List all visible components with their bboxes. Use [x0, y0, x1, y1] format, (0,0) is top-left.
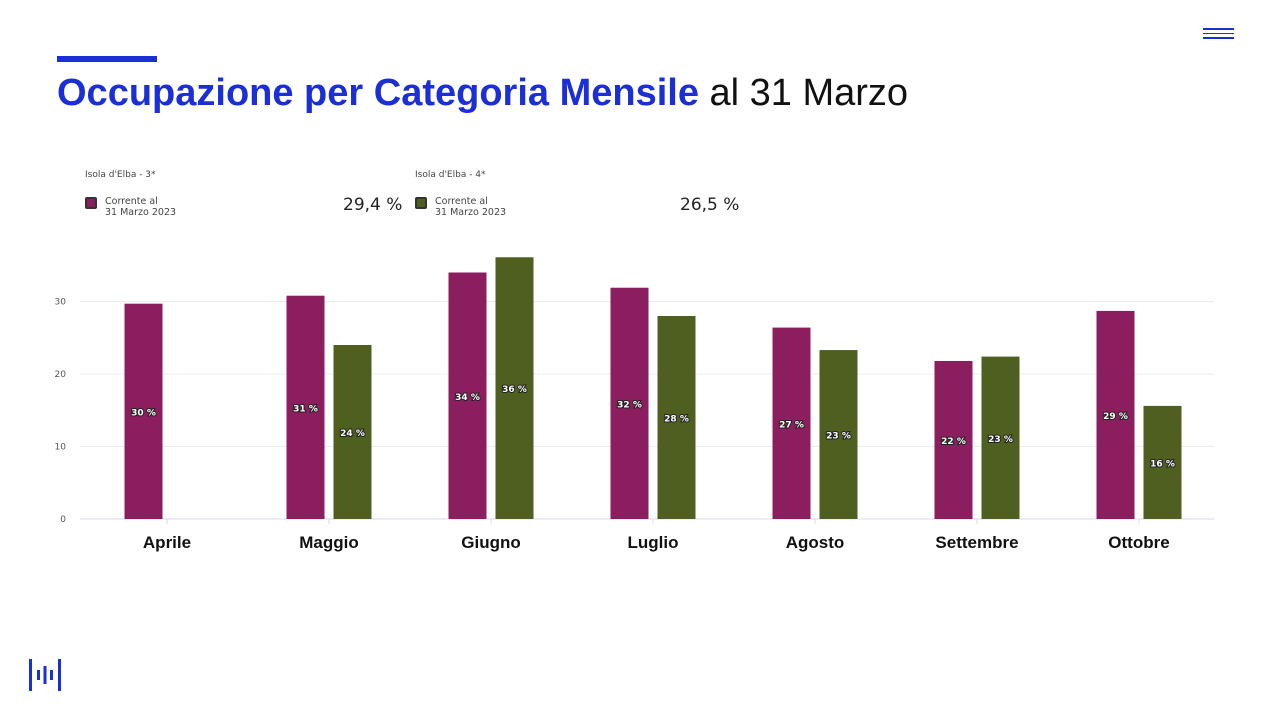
data-label: 16 % — [1150, 459, 1175, 469]
title-strong: Occupazione per Categoria Mensile — [57, 72, 699, 114]
data-label: 30 % — [131, 408, 156, 418]
legend-group-4star: Isola d'Elba - 4* Corrente al 31 Marzo 2… — [415, 170, 525, 218]
legend-group-3star: Isola d'Elba - 3* Corrente al 31 Marzo 2… — [85, 170, 195, 218]
legend-label: Corrente al 31 Marzo 2023 — [435, 196, 525, 218]
legend-label-line2: 31 Marzo 2023 — [435, 207, 507, 218]
data-label: 29 % — [1103, 412, 1128, 422]
x-tick-label: Aprile — [143, 533, 191, 552]
bar — [495, 257, 534, 519]
legend-item[interactable]: Corrente al 31 Marzo 2023 — [85, 196, 195, 218]
bar — [819, 350, 858, 519]
y-tick-label: 10 — [55, 443, 67, 453]
y-tick-label: 20 — [55, 370, 67, 380]
legend-group-title: Isola d'Elba - 3* — [85, 170, 156, 180]
kpi-4star: 26,5 % — [680, 195, 740, 215]
data-label: 32 % — [617, 400, 642, 410]
bar — [657, 316, 696, 519]
data-label: 24 % — [340, 429, 365, 439]
legend-item[interactable]: Corrente al 31 Marzo 2023 — [415, 196, 525, 218]
brand-logo-icon — [29, 659, 61, 691]
legend-swatch — [85, 197, 97, 209]
legend-label-line1: Corrente al — [435, 196, 488, 207]
x-tick-label: Agosto — [786, 533, 845, 552]
bar — [286, 295, 325, 519]
bar — [448, 272, 487, 519]
title-accent-bar — [57, 56, 157, 62]
legend-label-line2: 31 Marzo 2023 — [105, 207, 177, 218]
bar — [333, 345, 372, 519]
data-label: 34 % — [455, 393, 480, 403]
kpi-3star: 29,4 % — [343, 195, 403, 215]
title-rest: al 31 Marzo — [698, 72, 909, 114]
bar — [934, 360, 973, 519]
x-tick-label: Giugno — [461, 533, 520, 552]
data-label: 23 % — [826, 432, 851, 442]
x-tick-label: Luglio — [628, 533, 679, 552]
data-label: 28 % — [664, 415, 689, 425]
y-tick-label: 0 — [60, 515, 66, 525]
legend-label: Corrente al 31 Marzo 2023 — [105, 196, 195, 218]
bar — [124, 303, 163, 519]
data-label: 22 % — [941, 437, 966, 447]
data-label: 27 % — [779, 420, 804, 430]
data-label: 36 % — [502, 385, 527, 395]
bar — [981, 356, 1020, 519]
legend-label-line1: Corrente al — [105, 196, 158, 207]
x-tick-label: Ottobre — [1108, 533, 1169, 552]
data-label: 23 % — [988, 435, 1013, 445]
bar — [1096, 310, 1135, 519]
page-title: Occupazione per Categoria Mensile al 31 … — [57, 70, 908, 116]
bar — [1143, 405, 1182, 519]
data-label: 31 % — [293, 404, 318, 414]
menu-lines-icon[interactable] — [1203, 28, 1234, 40]
bar — [610, 287, 649, 519]
legend-group-title: Isola d'Elba - 4* — [415, 170, 486, 180]
legend-swatch — [415, 197, 427, 209]
y-tick-label: 30 — [55, 298, 67, 308]
x-tick-label: Settembre — [935, 533, 1018, 552]
bar — [772, 327, 811, 519]
x-tick-label: Maggio — [299, 533, 359, 552]
